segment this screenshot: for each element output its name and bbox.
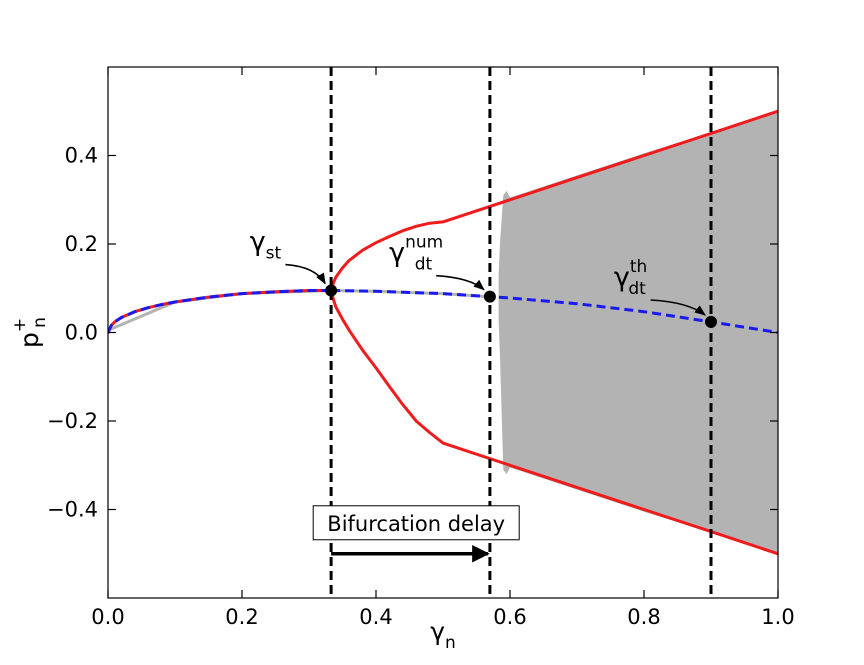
x-tick-label: 1.0 (761, 605, 794, 629)
axes: 0.0 0.2 0.4 0.6 0.8 1.0 −0.4 −0.2 0.0 0.2 0.4 γn p+n (10, 66, 795, 653)
x-tick-label: 0.0 (91, 605, 124, 629)
y-tick-label: 0.4 (65, 144, 98, 168)
x-axis-label: γn (430, 617, 456, 653)
stable-fixed-point-dash-overlay (108, 289, 332, 334)
annotation-arrow-3 (650, 299, 706, 316)
annotation-label-2: γnum dt (389, 233, 443, 275)
x-tick-label: 0.8 (627, 605, 660, 629)
x-tick-label: 0.6 (493, 605, 526, 629)
x-tick-label: 0.2 (225, 605, 258, 629)
marker-point-2 (483, 290, 496, 303)
stable-fixed-point-line (108, 289, 333, 334)
marker-point-1 (325, 284, 338, 297)
y-tick-label: −0.2 (47, 409, 98, 433)
bifurcation-delay-box (312, 505, 520, 541)
y-tick-label: −0.4 (47, 498, 98, 522)
y-axis-label: p+n (10, 317, 50, 348)
x-tick-label: 0.4 (359, 605, 392, 629)
annotation-label-1: γst (250, 227, 282, 264)
marker-point-3 (705, 315, 717, 328)
y-tick-label: 0.2 (65, 232, 98, 256)
lower-branch-line (329, 289, 778, 556)
upper-branch-line (329, 109, 778, 292)
annotation-arrow-2 (436, 274, 485, 291)
plot-area: γst γnum dt γth dt Bifurcation delay (108, 67, 778, 598)
annotation-arrow-1 (285, 263, 326, 285)
unstable-fixed-point-line (331, 289, 778, 334)
numerical-trace-line (108, 289, 492, 332)
annotation-label-3: γth dt (614, 257, 647, 299)
data-layer (108, 109, 778, 556)
y-tick-label: 0.0 (65, 321, 98, 345)
bifurcation-delay-label: Bifurcation delay (327, 512, 505, 536)
numerical-band (498, 111, 778, 554)
